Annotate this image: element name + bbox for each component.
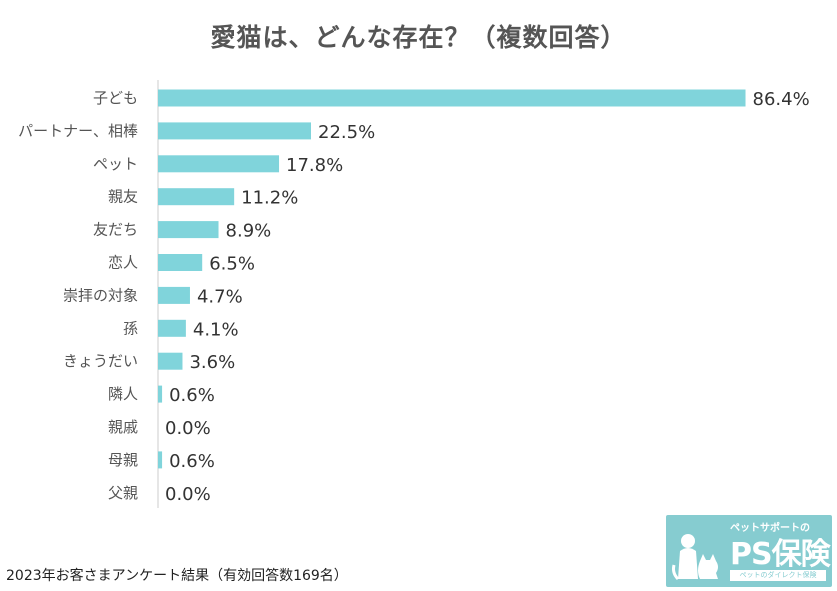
- logo-brand: PS保険: [730, 537, 831, 572]
- bar: [158, 188, 235, 206]
- category-label: 孫: [123, 319, 138, 337]
- category-label: 友だち: [93, 221, 138, 239]
- bar: [158, 352, 183, 370]
- value-label: 22.5%: [318, 122, 375, 143]
- bar: [158, 221, 219, 239]
- bar: [158, 385, 163, 403]
- value-label: 4.1%: [193, 319, 239, 340]
- value-label: 17.8%: [286, 155, 343, 176]
- value-label: 11.2%: [241, 188, 298, 209]
- category-label: 子ども: [93, 89, 138, 107]
- bar: [158, 319, 186, 337]
- value-label: 86.4%: [753, 89, 810, 110]
- bar: [158, 155, 280, 173]
- value-label: 4.7%: [197, 286, 243, 307]
- category-label: 親戚: [108, 418, 138, 436]
- logo-subline: ペットのダイレクト保険: [730, 570, 826, 581]
- value-label: 6.5%: [209, 254, 255, 275]
- bar: [158, 122, 311, 140]
- value-label: 0.6%: [169, 451, 215, 472]
- value-label: 0.0%: [165, 484, 211, 505]
- ps-insurance-logo: ペットサポートの PS保険 ペットのダイレクト保険: [666, 515, 832, 587]
- logo-tagline: ペットサポートの: [730, 523, 810, 534]
- bar: [158, 451, 163, 469]
- footnote: 2023年お客さまアンケート結果（有効回答数169名）: [6, 568, 348, 584]
- bars-layer: 子ども 86.4% パートナー、相棒 22.5% ペット 17.8% 親友 11.2% 友だち 8…: [18, 89, 810, 505]
- category-label: 母親: [108, 451, 138, 469]
- bar: [158, 89, 746, 107]
- category-label: きょうだい: [63, 352, 138, 370]
- category-label: 隣人: [108, 385, 138, 403]
- value-label: 8.9%: [226, 221, 272, 242]
- value-label: 0.6%: [169, 385, 215, 406]
- category-label: 恋人: [108, 254, 138, 272]
- chart-title: 愛猫は、どんな存在？（複数回答）: [210, 23, 627, 52]
- category-label: 崇拝の対象: [63, 286, 138, 304]
- value-label: 3.6%: [189, 352, 235, 373]
- category-label: 父親: [108, 484, 138, 502]
- value-label: 0.0%: [165, 418, 211, 439]
- category-label: パートナー、相棒: [18, 122, 138, 140]
- dog-and-cat-icon: [672, 534, 718, 581]
- category-label: 親友: [108, 188, 138, 206]
- bar: [158, 254, 203, 271]
- bar: [158, 286, 190, 304]
- category-label: ペット: [93, 155, 138, 173]
